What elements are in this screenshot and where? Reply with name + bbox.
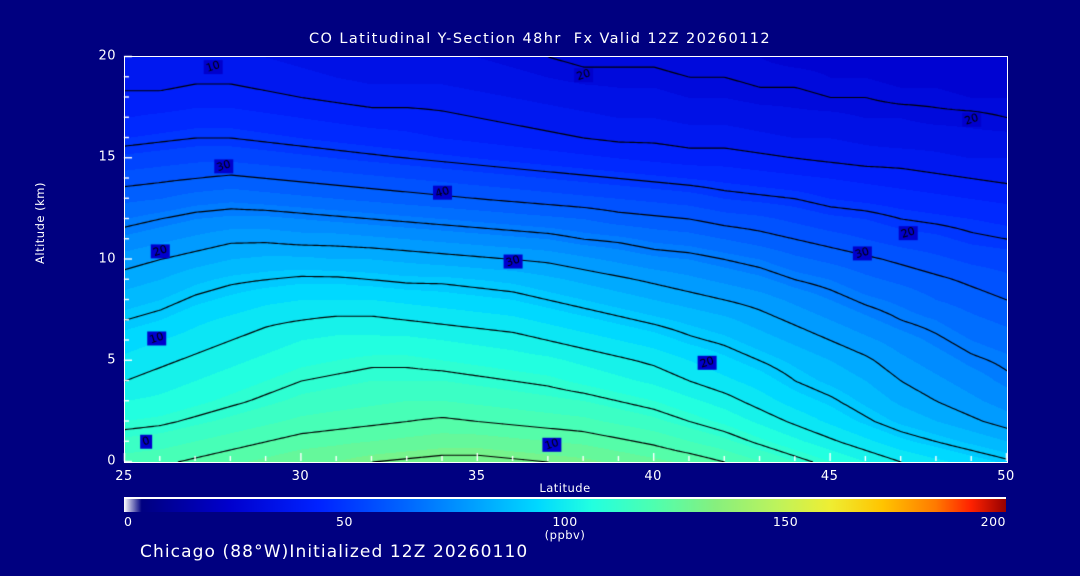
colorbar xyxy=(124,497,1006,512)
colorbar-units-label: (ppbv) xyxy=(544,528,586,542)
page-title: CO Latitudinal Y-Section 48hr Fx Valid 1… xyxy=(309,31,771,47)
y-axis-title: Altitude (km) xyxy=(33,182,47,264)
plot-area xyxy=(124,56,1008,463)
y-tick-label: 10 xyxy=(98,251,116,266)
colorbar-gradient xyxy=(124,497,1006,512)
colorbar-tick-label: 0 xyxy=(124,514,133,529)
y-tick-label: 0 xyxy=(107,453,116,469)
y-tick-label: 5 xyxy=(107,352,116,368)
colorbar-tick-label: 200 xyxy=(980,514,1006,529)
contour-fill-canvas xyxy=(125,57,1007,462)
footer-label: Chicago (88°W)Initialized 12Z 20260110 xyxy=(140,542,529,562)
colorbar-tick-label: 150 xyxy=(772,514,799,529)
y-tick-label: 20 xyxy=(98,48,116,64)
colorbar-tick-label: 100 xyxy=(552,514,578,529)
colorbar-tick-label: 50 xyxy=(336,514,353,529)
x-axis-title: Latitude xyxy=(539,481,591,495)
y-tick-label: 15 xyxy=(98,149,116,165)
